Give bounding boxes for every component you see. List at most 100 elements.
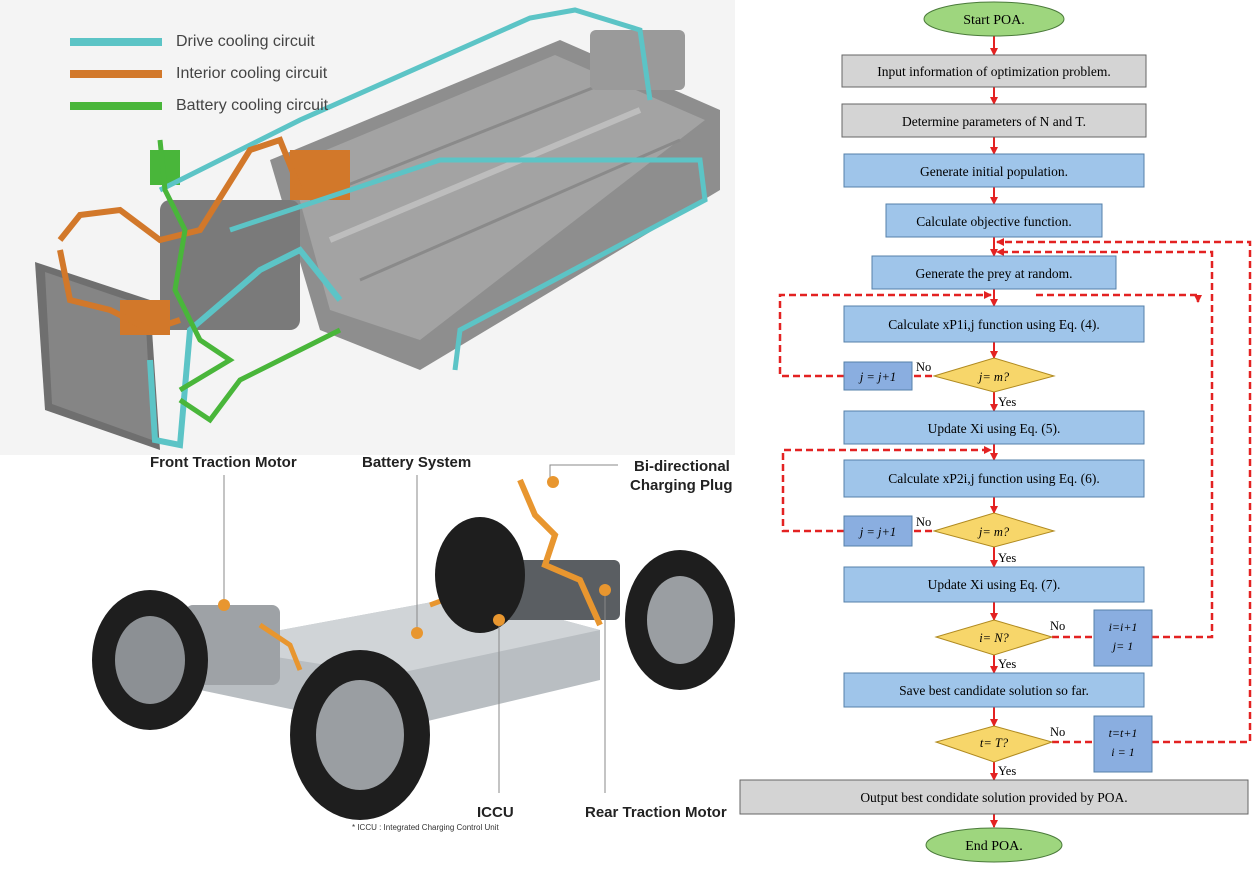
inc-i-box — [1093, 609, 1153, 667]
inc3-line1: i=i+1 — [1109, 620, 1138, 634]
iccu-footnote: * ICCU : Integrated Charging Control Uni… — [352, 823, 499, 832]
cooling-circuit-panel: Drive cooling circuit Interior cooling c… — [0, 0, 735, 455]
callout-dot — [411, 627, 423, 639]
inc-j-box-1 — [843, 361, 913, 391]
tray-rib — [309, 83, 601, 202]
wheel-rear-left — [435, 517, 525, 633]
drive-cooling-line — [229, 157, 708, 371]
callout-dot — [493, 614, 505, 626]
tray-rib — [359, 138, 681, 282]
decision-j-m-2 — [932, 512, 1056, 548]
tray-rib — [328, 107, 642, 243]
drive-cooling-line — [147, 246, 343, 449]
label-battery-system: Battery System — [362, 454, 472, 471]
battery-cooling-line — [178, 327, 342, 424]
objective-label: Calculate objective function. — [916, 214, 1072, 229]
inc-t-box — [1093, 715, 1153, 773]
wheel-front-left — [92, 590, 208, 730]
chassis-illustration — [92, 464, 735, 820]
upd1-label: Update Xi using Eq. (5). — [928, 421, 1061, 436]
callout-dot — [547, 476, 559, 488]
yes-label: Yes — [998, 551, 1016, 565]
callout-line — [549, 464, 618, 482]
front-motor-unit — [185, 605, 280, 685]
inc4-line2: i = 1 — [1111, 745, 1134, 759]
legend-swatch — [70, 70, 162, 78]
calc1-label: Calculate xP1i,j function using Eq. (4). — [888, 317, 1099, 332]
no-label: No — [1050, 725, 1065, 739]
cond1-label: j= m? — [977, 370, 1010, 384]
start-label: Start POA. — [963, 13, 1024, 28]
loop-arrows — [778, 238, 1252, 744]
cooling-illustration — [35, 7, 720, 450]
save-box — [843, 672, 1145, 708]
legend-label: Interior cooling circuit — [176, 65, 328, 82]
calc2-box — [843, 459, 1145, 498]
upd1-box — [843, 410, 1145, 445]
upd2-box — [843, 566, 1145, 603]
legend-item-battery: Battery cooling circuit — [70, 90, 328, 122]
inc-j-box-2 — [843, 515, 913, 547]
wheel-rear-right — [625, 550, 735, 690]
calc1-box — [843, 305, 1145, 343]
label-rear-traction-motor: Rear Traction Motor — [585, 804, 727, 821]
legend-label: Drive cooling circuit — [176, 33, 315, 50]
input-box — [841, 54, 1147, 88]
legend-label: Battery cooling circuit — [176, 97, 329, 114]
legend-item-drive: Drive cooling circuit — [70, 26, 328, 58]
end-label: End POA. — [965, 839, 1023, 854]
yes-label: Yes — [998, 657, 1016, 671]
interior-cooling-line — [57, 136, 303, 244]
yes-label: Yes — [998, 764, 1016, 778]
legend-item-interior: Interior cooling circuit — [70, 58, 328, 90]
battery-cooling-line — [157, 139, 235, 393]
legend-swatch — [70, 102, 162, 110]
decision-t-T — [934, 725, 1054, 763]
input-label: Input information of optimization proble… — [877, 64, 1111, 79]
label-charging-plug-line2: Charging Plug — [630, 477, 733, 494]
hv-cable — [258, 622, 303, 671]
start-terminal — [923, 1, 1065, 37]
yes-label: Yes — [998, 395, 1016, 409]
poa-flowchart: Start POA. Input information of optimiza… — [739, 1, 1252, 863]
cooling-legend: Drive cooling circuit Interior cooling c… — [70, 26, 328, 122]
interior-cooling-line — [57, 249, 181, 334]
cond4-label: t= T? — [980, 736, 1009, 750]
label-front-traction-motor: Front Traction Motor — [150, 454, 297, 471]
callout-dot — [599, 584, 611, 596]
label-charging-plug-line1: Bi-directional — [634, 458, 730, 475]
no-label: No — [916, 360, 931, 374]
callout-dot — [218, 599, 230, 611]
decision-i-N — [934, 619, 1054, 656]
params-box — [841, 103, 1147, 138]
prey-box — [871, 255, 1117, 290]
poa-flowchart-panel: Start POA. Input information of optimiza… — [738, 0, 1256, 867]
cond2-label: j= m? — [977, 525, 1010, 539]
ev-chassis-panel: Front Traction Motor Battery System Bi-d… — [0, 454, 735, 867]
legend-swatch — [70, 38, 162, 46]
no-label: No — [916, 515, 931, 529]
wheel-front-right — [290, 650, 430, 820]
upd2-label: Update Xi using Eq. (7). — [928, 577, 1061, 592]
no-label: No — [1050, 619, 1065, 633]
cond3-label: i= N? — [979, 631, 1009, 645]
inc3-line2: j= 1 — [1111, 639, 1133, 653]
output-box — [739, 779, 1249, 815]
decision-j-m-1 — [932, 357, 1056, 393]
rear-motor-block — [590, 30, 685, 90]
params-label: Determine parameters of N and T. — [902, 114, 1086, 129]
drive-cooling-line — [158, 7, 653, 193]
save-label: Save best candidate solution so far. — [899, 683, 1089, 698]
label-iccu: ICCU — [477, 804, 514, 821]
end-terminal — [925, 827, 1063, 863]
calc2-label: Calculate xP2i,j function using Eq. (6). — [888, 471, 1099, 486]
inc2-label: j = j+1 — [858, 525, 896, 539]
inc4-line1: t=t+1 — [1109, 726, 1138, 740]
objective-box — [885, 203, 1103, 238]
inc1-label: j = j+1 — [858, 370, 896, 384]
prey-label: Generate the prey at random. — [915, 266, 1072, 281]
hv-cable — [517, 478, 603, 627]
init-box — [843, 153, 1145, 188]
init-label: Generate initial population. — [920, 164, 1068, 179]
output-label: Output best condidate solution provided … — [860, 790, 1127, 805]
